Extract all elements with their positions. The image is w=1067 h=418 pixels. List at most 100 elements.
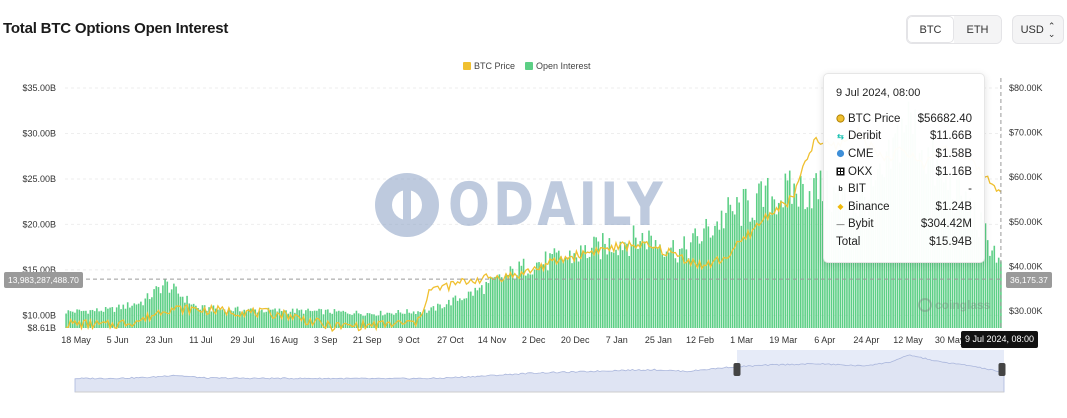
oi-bar <box>610 252 613 328</box>
oi-bar <box>978 237 980 328</box>
oi-bar <box>696 236 699 328</box>
oi-bar <box>470 291 472 328</box>
y-left-tick-label: $35.00B <box>22 83 56 93</box>
oi-bar <box>404 313 406 328</box>
oi-bar <box>243 309 246 328</box>
oi-bar <box>551 254 553 328</box>
oi-bar <box>186 295 188 328</box>
oi-bar <box>269 309 272 328</box>
oi-bar <box>318 308 320 328</box>
tab-btc[interactable]: BTC <box>907 16 954 43</box>
y-right-tick-label: $60.00K <box>1009 172 1043 182</box>
x-tick-label: 24 Apr <box>853 335 879 345</box>
oi-bar <box>151 297 153 328</box>
currency-select[interactable]: USD ⌃ ⌄ <box>1012 15 1064 44</box>
y-left-tick-label: $15.00B <box>22 265 56 275</box>
tab-eth[interactable]: ETH <box>954 16 1001 43</box>
tooltip-row-cme: CME $1.58B <box>836 145 972 163</box>
oi-bar <box>267 307 270 328</box>
oi-bar <box>527 273 529 328</box>
oi-bar <box>300 309 303 328</box>
oi-bar <box>342 310 345 328</box>
oi-bar <box>786 180 789 328</box>
oi-bar <box>773 199 776 328</box>
tooltip-name: BIT <box>848 183 866 196</box>
oi-bar <box>698 243 701 328</box>
circle-icon <box>836 114 845 123</box>
oi-bar <box>529 274 531 328</box>
oi-bar <box>617 255 619 328</box>
tooltip-row-binance: ◆ Binance $1.24B <box>836 198 972 216</box>
tooltip-name: Deribit <box>848 130 882 143</box>
odaily-watermark: ODAILY <box>372 170 714 240</box>
oi-bar <box>263 312 265 328</box>
oi-bar <box>507 274 509 328</box>
bybit-icon: — <box>836 219 845 229</box>
oi-bar <box>395 313 397 328</box>
oi-bar <box>667 252 670 328</box>
navigator-handle[interactable] <box>733 363 741 376</box>
oi-bar <box>360 314 362 328</box>
oi-bar <box>256 312 259 328</box>
oi-bar <box>791 203 793 328</box>
oi-bar <box>153 289 155 328</box>
navigator-handle[interactable] <box>998 363 1006 376</box>
oi-bar <box>111 307 114 328</box>
oi-bar <box>678 248 681 328</box>
oi-bar <box>711 235 714 328</box>
oi-bar <box>166 281 169 328</box>
oi-bar <box>742 189 745 328</box>
oi-bar <box>399 312 402 328</box>
oi-bar <box>393 314 395 328</box>
oi-bar <box>731 211 734 328</box>
oi-bar <box>824 208 826 328</box>
deribit-icon: ⇆ <box>837 131 844 141</box>
oi-bar <box>744 188 747 328</box>
oi-bar <box>553 248 556 328</box>
oi-bar <box>197 307 199 328</box>
oi-bar <box>599 259 602 328</box>
oi-bar <box>289 311 292 328</box>
oi-bar <box>390 313 393 328</box>
oi-bar <box>740 225 743 328</box>
legend-swatch-btc-price <box>463 62 471 70</box>
tooltip-row-okx: OKX $1.16B <box>836 163 972 181</box>
oi-bar <box>327 309 329 328</box>
oi-bar <box>601 233 604 328</box>
oi-bar <box>219 308 221 328</box>
oi-bar <box>261 309 263 328</box>
oi-bar <box>951 199 954 328</box>
updown-chevron-icon: ⌃ ⌄ <box>1047 20 1056 39</box>
oi-bar <box>643 241 646 328</box>
oi-bar <box>650 235 652 328</box>
oi-bar <box>225 312 228 328</box>
legend-item-open-interest[interactable]: Open Interest <box>525 61 591 71</box>
oi-bar <box>799 175 802 328</box>
oi-bar <box>245 310 248 328</box>
oi-bar <box>558 250 560 328</box>
tooltip-row-bit: b BIT - <box>836 180 972 198</box>
oi-bar <box>338 310 340 328</box>
oi-bar <box>516 275 518 328</box>
oi-bar <box>630 244 633 328</box>
oi-bar <box>456 300 459 328</box>
oi-bar <box>397 310 400 328</box>
oi-bar <box>346 313 349 328</box>
oi-bar <box>632 225 635 328</box>
oi-bar <box>626 243 628 328</box>
oi-bar <box>865 217 868 328</box>
oi-bar <box>514 279 516 328</box>
oi-bar <box>201 305 204 328</box>
x-tick-label: 21 Sep <box>353 335 382 345</box>
oi-bar <box>852 206 855 328</box>
legend-item-btc-price[interactable]: BTC Price <box>463 61 515 71</box>
oi-bar <box>448 299 450 328</box>
oi-bar <box>133 303 136 328</box>
x-tick-label: 3 Sep <box>314 335 338 345</box>
oi-bar <box>566 257 569 328</box>
tooltip-name: CME <box>848 147 874 160</box>
oi-bar <box>716 221 718 328</box>
tooltip-value: $56682.40 <box>917 112 972 125</box>
oi-bar <box>522 258 525 328</box>
oi-bar <box>302 313 305 328</box>
